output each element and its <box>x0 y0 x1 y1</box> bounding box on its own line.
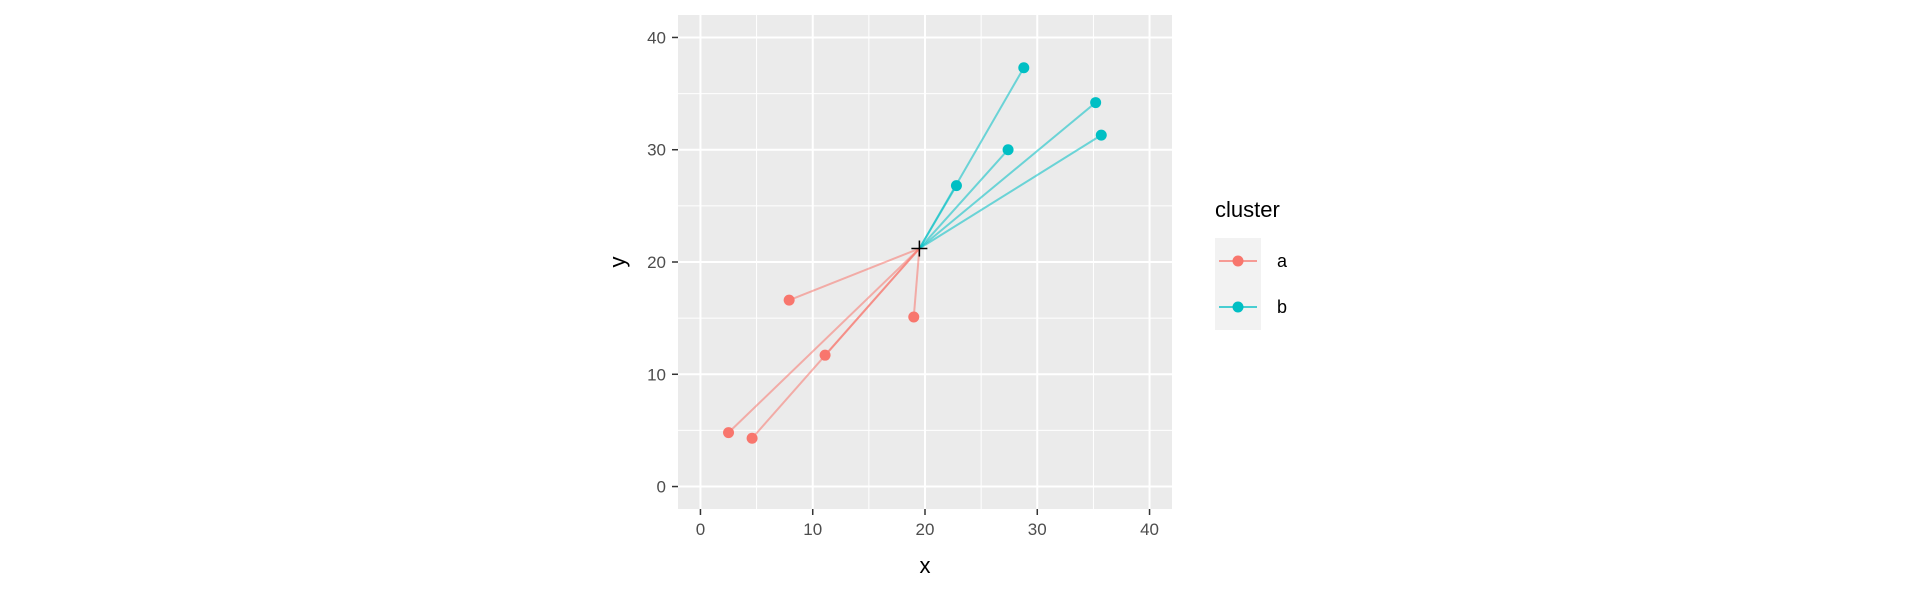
segment-b <box>918 149 1009 250</box>
y-tick-label: 40 <box>647 28 666 47</box>
segment-b <box>918 134 1102 250</box>
point-a <box>723 427 735 439</box>
legend-label-b: b <box>1277 297 1287 317</box>
x-tick-label: 20 <box>916 520 935 539</box>
point-b <box>950 180 962 192</box>
data-points <box>723 62 1107 444</box>
segment-a <box>788 247 920 302</box>
centroid-marker <box>911 240 928 257</box>
grid-major <box>678 15 1172 509</box>
point-b <box>1095 129 1107 141</box>
cluster-lines <box>727 67 1102 439</box>
segment-b <box>918 67 1025 250</box>
x-tick-label: 40 <box>1140 520 1159 539</box>
x-axis-title: x <box>920 553 931 578</box>
x-axis: 0 10 20 30 40 <box>696 509 1159 539</box>
legend-label-a: a <box>1277 251 1288 271</box>
point-b <box>1002 144 1014 156</box>
segment-b <box>918 101 1097 250</box>
y-axis-title: y <box>605 257 630 268</box>
x-tick-label: 10 <box>803 520 822 539</box>
y-axis: 0 10 20 30 40 <box>647 28 678 497</box>
legend-key-point <box>1232 255 1244 267</box>
y-tick-label: 30 <box>647 141 666 160</box>
legend: cluster ab <box>1215 197 1288 330</box>
point-b <box>1090 97 1102 109</box>
point-b <box>1018 62 1030 74</box>
segment-a <box>912 248 921 318</box>
y-tick-label: 0 <box>657 478 666 497</box>
point-a <box>783 294 795 306</box>
x-tick-label: 0 <box>696 520 705 539</box>
legend-key-point <box>1232 301 1244 313</box>
legend-keys: ab <box>1215 238 1288 330</box>
point-a <box>746 432 758 444</box>
y-tick-label: 10 <box>647 365 666 384</box>
segment-a <box>751 247 921 439</box>
y-tick-label: 20 <box>647 253 666 272</box>
segment-a <box>727 247 921 434</box>
legend-title: cluster <box>1215 197 1280 222</box>
point-a <box>819 349 831 361</box>
point-a <box>908 311 920 323</box>
x-tick-label: 30 <box>1028 520 1047 539</box>
